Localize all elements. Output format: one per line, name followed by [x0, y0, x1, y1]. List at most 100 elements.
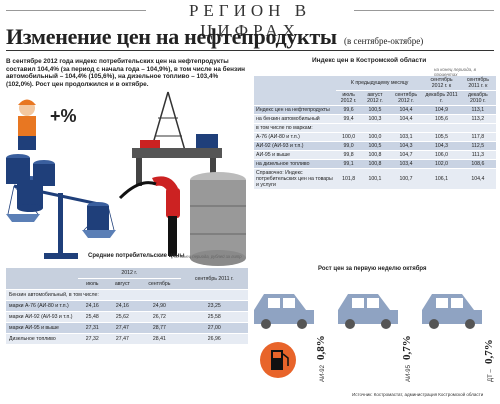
svg-text:ДТ –: ДТ – — [488, 369, 494, 382]
table-cell: 101,8 — [336, 168, 362, 190]
table-cell: 105,5 — [423, 132, 460, 142]
barrel-icon — [87, 202, 109, 230]
table-header-cell: август — [106, 278, 139, 290]
table-cell: 24,16 — [106, 300, 139, 312]
table-cell: 100,1 — [361, 168, 389, 190]
oil-rig-icon — [132, 91, 222, 186]
title-rule — [6, 50, 494, 51]
index-table-body: Индекс цен на нефтепродукты 99,6 100,5 104,… — [254, 105, 496, 190]
table-cell: 100,5 — [361, 105, 389, 115]
growth-value: 0,8% — [315, 335, 327, 360]
table-cell: 105,6 — [423, 114, 460, 124]
table-cell: 25,48 — [78, 311, 107, 323]
table-cell: 100,0 — [336, 132, 362, 142]
table-cell: 102,0 — [423, 159, 460, 169]
table-cell: 103,4 — [388, 159, 424, 169]
table-cell: 24,90 — [138, 300, 181, 312]
table-cell: 99,0 — [336, 141, 362, 151]
table-cell: 104,3 — [388, 141, 424, 151]
table-header-cell: июль — [78, 278, 107, 290]
car-icon — [254, 294, 314, 329]
table-cell: 100,5 — [361, 141, 389, 151]
row-label: на бензин автомобильный — [254, 114, 336, 124]
table-cell: 25,58 — [180, 311, 248, 323]
row-label: марки АИ-92 (АИ-93 и т.п.) — [6, 311, 78, 323]
table-cell: 100,0 — [361, 132, 389, 142]
intro-text: В сентябре 2012 года индекс потребительс… — [6, 58, 245, 88]
car-icon — [422, 294, 482, 329]
avg-table-title: Средние потребительские цены — [88, 253, 185, 259]
table-header-cell: декабрь 2010 г. — [459, 90, 496, 106]
table-cell: 104,9 — [423, 105, 460, 115]
table-row: А-76 (АИ-80 и т.п.) 100,0 100,0 103,1 105,5 1… — [254, 132, 496, 142]
percent-sign: +% — [50, 106, 77, 126]
table-header-cell: декабрь 2011 г. — [423, 90, 460, 106]
table-cell: 100,8 — [361, 150, 389, 160]
table-cell: 104,4 — [388, 114, 424, 124]
table-row: в том числе по маркам: — [254, 123, 496, 133]
table-cell: 103,1 — [388, 132, 424, 142]
table-cell: 27,00 — [180, 322, 248, 334]
table-cell: 100,8 — [361, 159, 389, 169]
barrel-icon — [190, 172, 246, 266]
table-cell: 27,47 — [106, 333, 139, 345]
table-header-cell: сентябрь 2011 г. — [180, 268, 248, 290]
table-row: марки А-76 (АИ-80 и т.п.) 24,16 24,16 24,90… — [6, 300, 248, 312]
table-cell: 99,4 — [336, 114, 362, 124]
fuel-nozzle-icon — [118, 176, 180, 256]
table-cell: 28,77 — [138, 322, 181, 334]
page-title: Изменение цен на нефтепродукты — [6, 24, 337, 49]
row-label: на дизельное топливо — [254, 159, 336, 169]
table-header-cell: июль 2012 г. — [336, 90, 362, 106]
fuel-pump-icon — [260, 342, 296, 378]
section-header: РЕГИОН В ЦИФРАХ — [0, 0, 500, 40]
row-label: АИ-92 (АИ-93 и т.п.) — [254, 141, 336, 151]
table-row: Индекс цен на нефтепродукты 99,6 100,5 104,… — [254, 105, 496, 115]
section-title: РЕГИОН В ЦИФРАХ — [188, 1, 312, 40]
row-label: А-76 (АИ-80 и т.п.) — [254, 132, 336, 142]
row-label: АИ-95 и выше — [254, 150, 336, 160]
table-cell: 24,16 — [78, 300, 107, 312]
table-cell: 99,6 — [336, 105, 362, 115]
table-cell: 100,3 — [361, 114, 389, 124]
table-row: АИ-95 и выше 99,8 100,8 104,7 106,0 111,3 — [254, 150, 496, 160]
index-table: К предыдущему месяцу сентябрь 2012 г. к … — [254, 76, 496, 190]
svg-text:АИ-92: АИ-92 — [320, 364, 326, 382]
table-cell: 26,72 — [138, 311, 181, 323]
table-header-cell — [6, 268, 78, 290]
row-label: марки А-76 (АИ-80 и т.п.) — [6, 300, 78, 312]
row-label: Бензин автомобильный, в том числе: — [6, 289, 248, 301]
growth-value: 0,7% — [483, 339, 495, 364]
row-label: Индекс цен на нефтепродукты — [254, 105, 336, 115]
table-header-cell: сентябрь 2011 г. к — [459, 76, 496, 91]
table-header-cell: К предыдущему месяцу — [336, 76, 424, 91]
row-label: Дизельное топливо — [6, 333, 78, 345]
table-cell: 113,2 — [459, 114, 496, 124]
table-header-row: 2012 г. сентябрь 2011 г. — [6, 268, 248, 290]
table-cell: 99,1 — [336, 159, 362, 169]
table-header-cell: 2012 г. — [78, 268, 181, 279]
row-label: марки АИ-95 и выше — [6, 322, 78, 334]
table-row: марки АИ-92 (АИ-93 и т.п.) 25,48 25,62 26,7… — [6, 311, 248, 323]
table-cell: 26,96 — [180, 333, 248, 345]
index-table-note: на конец периода, в процентах — [434, 67, 476, 77]
worker-icon — [18, 99, 36, 150]
table-row: марки АИ-95 и выше 27,31 27,47 28,77 27,00 — [6, 322, 248, 334]
car-icon — [338, 294, 398, 329]
table-cell: 27,32 — [78, 333, 107, 345]
avg-table-body: Бензин автомобильный, в том числе: марки … — [6, 289, 248, 345]
table-header-row: июль август сентябрь — [6, 278, 248, 290]
index-table-title: Индекс цен в Костромской области — [312, 57, 427, 64]
table-cell: 27,47 — [106, 322, 139, 334]
table-header-cell — [254, 76, 336, 106]
table-cell: 104,3 — [423, 141, 460, 151]
table-cell: 106,0 — [423, 150, 460, 160]
growth-label-ai92: АИ-92 0,8% — [315, 335, 327, 382]
table-row: на дизельное топливо 99,1 100,8 103,4 102,0 1… — [254, 159, 496, 169]
svg-text:АИ-95: АИ-95 — [406, 364, 412, 382]
table-header-cell: сентябрь 2012 г. — [388, 90, 424, 106]
table-row: АИ-92 (АИ-93 и т.п.) 99,0 100,5 104,3 104,3 1… — [254, 141, 496, 151]
growth-value: 0,7% — [401, 335, 413, 360]
growth-label-ai95: АИ-95 0,7% — [401, 335, 413, 382]
table-cell: 28,41 — [138, 333, 181, 345]
